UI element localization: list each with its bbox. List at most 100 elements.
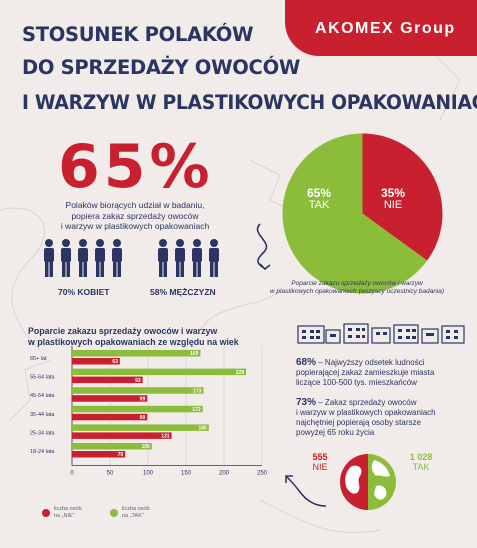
total-tak: 1 028 TAK <box>398 452 444 472</box>
category-label: 18-24 lata <box>30 449 55 455</box>
total-nie-word: NIE <box>312 462 328 472</box>
headline-description: Polaków biorących udział w badaniu, popi… <box>40 200 230 232</box>
pie-label-nie-word: NIE <box>383 199 403 211</box>
brand-badge: AKOMEX Group <box>285 0 477 56</box>
bar-value-label: 172 <box>192 407 201 413</box>
fact-line: liczące 100-500 tys. mieszkańców <box>296 378 417 387</box>
category-label: 35-44 lata <box>30 412 55 418</box>
pie-label-nie-pct: 35% <box>380 186 406 200</box>
legend-label-line: na „TAK” <box>122 513 144 519</box>
bar-tak <box>72 443 152 450</box>
total-tak-count: 1 028 <box>409 452 433 462</box>
woman-icon <box>93 238 107 283</box>
fact-line: najchętniej popierają osoby starsze <box>296 418 421 427</box>
page-title-line-1: STOSUNEK POLAKÓW <box>22 23 254 46</box>
chart-title: Poparcie zakazu sprzedaży owoców i warzy… <box>28 326 278 348</box>
page-title-line-3: I WARZYW W PLASTIKOWYCH OPAKOWANIACH <box>22 91 477 114</box>
bar-value-label: 63 <box>112 359 118 365</box>
headline-description-line: Polaków biorących udział w badaniu, <box>65 200 205 210</box>
bar-tak <box>72 368 247 376</box>
man-icon <box>173 238 187 283</box>
legend-swatch-tak <box>110 509 118 517</box>
bar-nie <box>72 413 148 421</box>
men-icons <box>156 238 221 283</box>
bar-tak <box>72 424 209 431</box>
fact-cities-percent: 68% <box>296 357 317 368</box>
headline-description-line: popiera zakaz sprzedaży owoców <box>71 210 199 221</box>
pie-label-tak-pct: 65% <box>306 186 332 200</box>
bar-nie <box>72 395 148 402</box>
pie-caption: Poparcie zakazu sprzedaży owoców i warzy… <box>252 280 462 296</box>
total-tak-word: TAK <box>412 462 430 472</box>
legend-label-tak: liczba osób na „TAK” <box>122 506 150 520</box>
legend-label-line: liczba osób <box>54 506 82 512</box>
legend-label-line: liczba osób <box>122 506 150 512</box>
bar-value-label: 180 <box>198 426 207 432</box>
x-tick-label: 150 <box>181 471 192 477</box>
fact-seniors: 73% – Zakaz sprzedaży owoców i warzyw w … <box>296 398 476 438</box>
bar-nie <box>72 432 172 439</box>
men-percent-label: 58% MĘŻCZYZN <box>150 287 216 297</box>
category-label: 55-64 lata <box>30 375 55 381</box>
man-icon <box>190 238 204 283</box>
pie-label-tak: 65% TAK <box>294 187 344 211</box>
bar-tak <box>72 405 203 413</box>
pie-slice-nie <box>362 133 443 261</box>
woman-icon <box>76 238 90 283</box>
pie-caption-line: Poparcie zakazu sprzedaży owoców i warzy… <box>291 280 423 287</box>
category-label: 25-34 lata <box>30 430 55 436</box>
fact-cities-text: – Najwyższy odsetek ludności <box>316 358 425 367</box>
women-icons <box>42 238 124 283</box>
woman-icon <box>42 238 56 283</box>
bar-value-label: 99 <box>140 415 146 421</box>
curved-arrow-icon <box>256 223 271 271</box>
fact-line: 68% – Najwyższy odsetek ludności <box>296 358 476 368</box>
bar-value-label: 229 <box>236 370 245 376</box>
total-nie: 555 NIE <box>300 452 340 472</box>
man-icon <box>156 238 170 283</box>
bar-value-label: 173 <box>193 388 202 394</box>
x-tick-label: 0 <box>70 471 74 477</box>
bar-value-label: 93 <box>135 378 141 384</box>
woman-icon <box>110 238 124 283</box>
total-nie-count: 555 <box>312 452 328 462</box>
x-tick-label: 50 <box>107 471 114 477</box>
fact-line: i warzyw w plastikowych opakowaniach <box>296 408 436 417</box>
fact-line: popierającej zakaz zamieszkuje miasta <box>296 368 435 377</box>
curved-arrow-icon-small <box>285 475 327 507</box>
pie-slice-tak <box>282 133 428 294</box>
fact-seniors-percent: 73% <box>296 397 317 408</box>
bar-value-label: 169 <box>190 351 199 357</box>
bar-nie <box>72 376 143 384</box>
bar-value-label: 70 <box>118 452 124 458</box>
woman-icon <box>59 238 73 283</box>
headline-description-line: i warzyw w plastikowych opakowaniach <box>60 221 210 231</box>
bar-nie <box>72 451 126 458</box>
chart-title-line: w plastikowych opakowaniach ze względu n… <box>28 337 239 347</box>
bar-value-label: 131 <box>161 434 170 440</box>
fact-seniors-text: – Zakaz sprzedaży owoców <box>316 398 417 407</box>
pie-label-tak-word: TAK <box>308 199 330 211</box>
support-pie-chart <box>282 133 443 294</box>
legend-label-line: na „NIE” <box>54 513 75 519</box>
category-label: 65+ lat <box>30 356 47 362</box>
headline-percent: 65% <box>58 132 214 202</box>
fact-cities: 68% – Najwyższy odsetek ludności popiera… <box>296 358 476 388</box>
chart-title-line: Poparcie zakazu sprzedaży owoców i warzy… <box>28 326 218 336</box>
age-bar-chart: 0 50 100 150 200 250 65+ lat 169 63 55-64 lata 229… <box>30 346 268 477</box>
category-label: 45-54 lata <box>30 393 55 399</box>
man-icon <box>207 238 221 283</box>
page-title-line-2: DO SPRZEDAŻY OWOCÓW <box>22 56 301 79</box>
bar-tak <box>72 350 201 357</box>
bar-value-label: 99 <box>140 396 146 402</box>
pie-label-nie: 35% NIE <box>368 187 418 211</box>
fact-line: 73% – Zakaz sprzedaży owoców <box>296 398 476 408</box>
pie-caption-line: w plastikowych opakowaniach (wszyscy ucz… <box>269 288 445 295</box>
fact-line: powyżej 65 roku życia <box>296 428 375 437</box>
x-tick-label: 250 <box>257 471 268 477</box>
x-tick-label: 100 <box>143 471 154 477</box>
legend-swatch-nie <box>42 509 50 517</box>
legend-label-nie: liczba osób na „NIE” <box>54 506 82 520</box>
bar-tak <box>72 387 204 394</box>
